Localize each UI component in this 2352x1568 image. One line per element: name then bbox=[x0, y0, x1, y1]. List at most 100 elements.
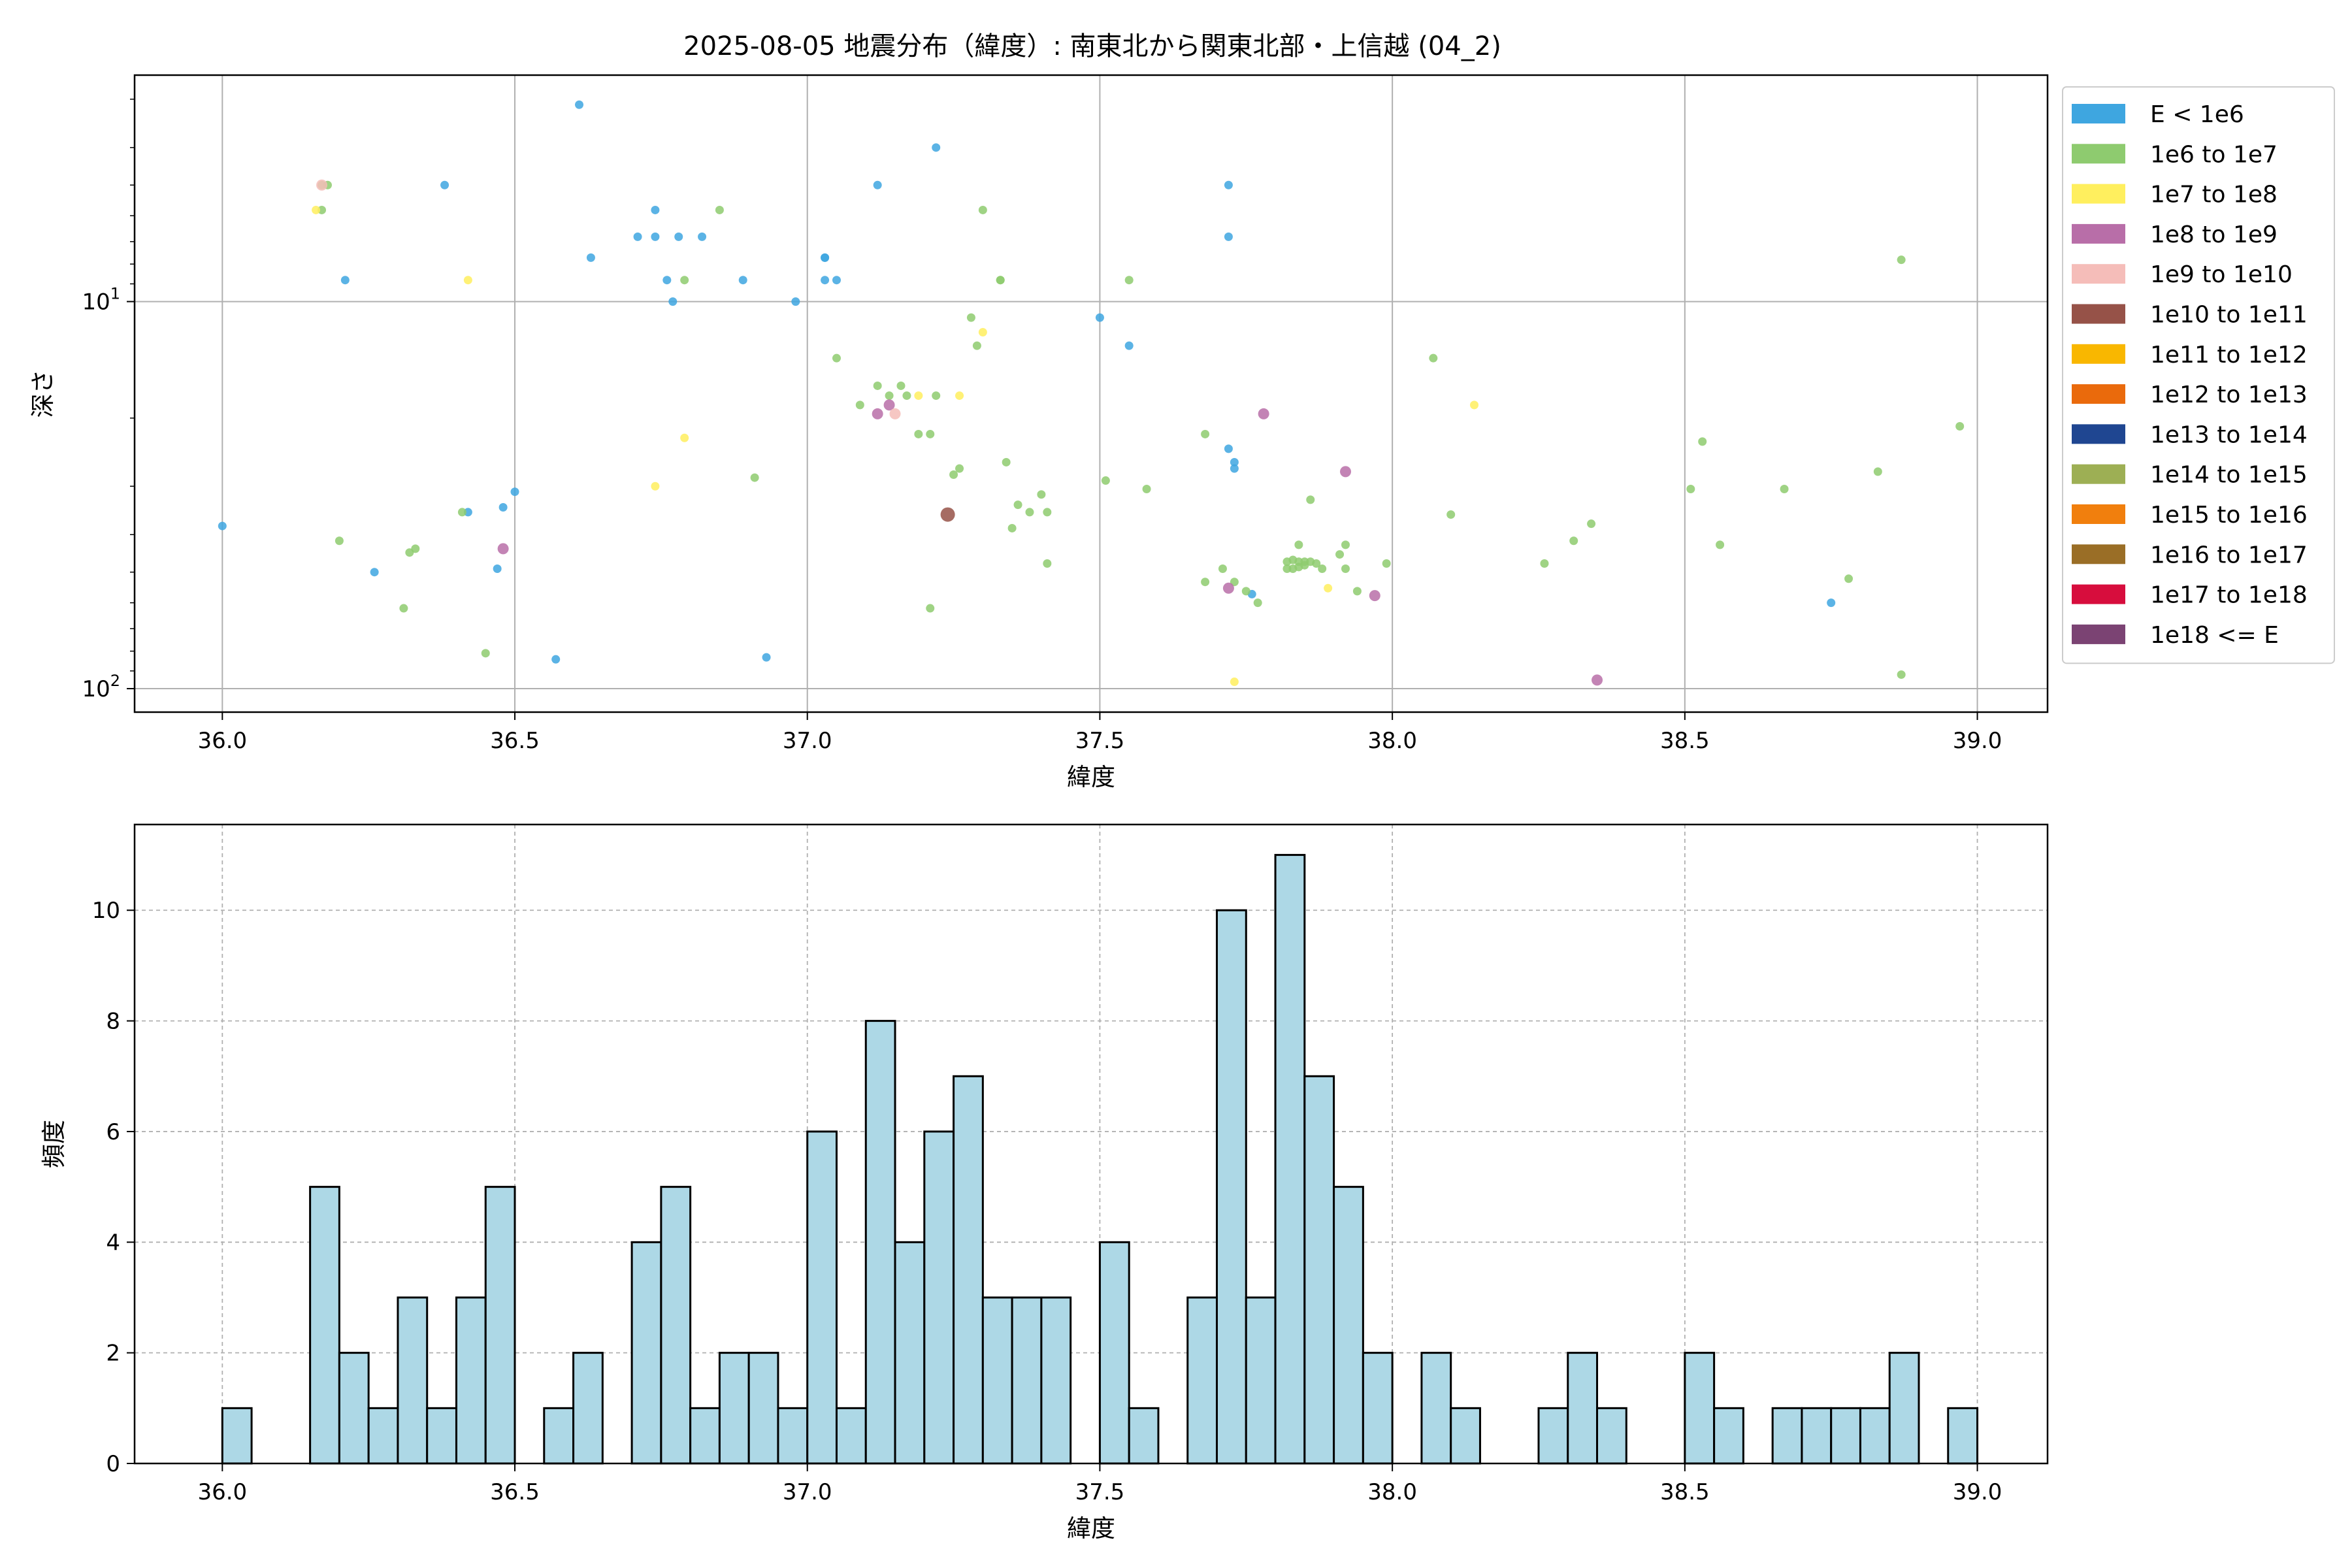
legend-swatch bbox=[2072, 584, 2125, 604]
histogram-x-tick-label: 37.0 bbox=[783, 1479, 832, 1505]
histogram-bar bbox=[1947, 1407, 1979, 1465]
legend-swatch bbox=[2072, 344, 2125, 364]
scatter-point bbox=[1469, 400, 1478, 410]
scatter-point bbox=[316, 179, 328, 191]
legend-frame bbox=[2062, 86, 2335, 664]
legend-label: 1e18 <= E bbox=[2150, 622, 2279, 649]
scatter-point bbox=[1369, 590, 1380, 602]
scatter-point bbox=[651, 482, 660, 491]
legend-label: 1e6 to 1e7 bbox=[2150, 141, 2278, 168]
scatter-point bbox=[1306, 495, 1315, 504]
scatter-point bbox=[370, 568, 379, 577]
scatter-point bbox=[978, 205, 987, 214]
scatter-point bbox=[914, 391, 923, 400]
scatter-point bbox=[832, 353, 841, 363]
histogram-x-tick-label: 38.5 bbox=[1660, 1479, 1710, 1505]
scatter-x-tick-label: 38.5 bbox=[1660, 728, 1710, 754]
scatter-point bbox=[926, 604, 935, 613]
scatter-point bbox=[651, 205, 660, 214]
legend-swatch bbox=[2072, 504, 2125, 524]
scatter-point bbox=[1716, 540, 1725, 549]
scatter-point bbox=[1897, 670, 1906, 679]
scatter-grid bbox=[135, 75, 2048, 712]
scatter-point bbox=[1429, 353, 1438, 363]
scatter-point bbox=[1352, 587, 1362, 596]
histogram-bar bbox=[1274, 854, 1306, 1465]
scatter-point bbox=[1230, 678, 1239, 687]
legend-swatch bbox=[2072, 424, 2125, 444]
legend-swatch bbox=[2072, 184, 2125, 204]
histogram-bar bbox=[1040, 1296, 1072, 1465]
histogram-bar bbox=[1830, 1407, 1861, 1465]
legend-label: 1e13 to 1e14 bbox=[2150, 421, 2308, 448]
histogram-y-axis-label: 頻度 bbox=[40, 1120, 68, 1168]
histogram-y-tick-label: 2 bbox=[106, 1341, 120, 1367]
histogram-bar bbox=[1420, 1352, 1452, 1465]
scatter-point bbox=[1592, 674, 1603, 686]
histogram-bar bbox=[953, 1075, 984, 1465]
histogram-bar bbox=[484, 1186, 516, 1465]
scatter-point bbox=[715, 205, 724, 214]
legend-label: 1e16 to 1e17 bbox=[2150, 542, 2308, 568]
histogram-bar bbox=[923, 1130, 955, 1465]
histogram-bar bbox=[660, 1186, 692, 1465]
histogram-bar bbox=[543, 1407, 575, 1465]
histogram-bar bbox=[1303, 1075, 1335, 1465]
scatter-point bbox=[1300, 561, 1309, 570]
scatter-point bbox=[1827, 598, 1836, 608]
legend-swatch bbox=[2072, 304, 2125, 324]
scatter-point bbox=[318, 205, 327, 214]
legend-swatch bbox=[2072, 223, 2125, 244]
histogram-bar bbox=[1801, 1407, 1833, 1465]
histogram-bar bbox=[1186, 1296, 1218, 1465]
histogram-bar bbox=[1450, 1407, 1481, 1465]
scatter-point bbox=[1025, 508, 1034, 517]
histogram-bar bbox=[747, 1352, 779, 1465]
histogram-y-tick-label: 10 bbox=[92, 898, 120, 924]
histogram-bar bbox=[1537, 1407, 1569, 1465]
histogram-bar bbox=[572, 1352, 604, 1465]
scatter-point bbox=[883, 399, 895, 411]
scatter-axes-frame bbox=[133, 74, 2049, 713]
scatter-point bbox=[510, 487, 519, 497]
scatter-point bbox=[1037, 490, 1046, 499]
legend-label: E < 1e6 bbox=[2150, 101, 2244, 128]
histogram-bar bbox=[1098, 1241, 1130, 1465]
scatter-point bbox=[1230, 457, 1239, 466]
histogram-x-axis-label: 緯度 bbox=[1067, 1514, 1115, 1543]
figure-title: 2025-08-05 地震分布（緯度）: 南東北から関東北部・上信越 (04_2… bbox=[683, 31, 1501, 61]
histogram-x-tick-label: 37.5 bbox=[1075, 1479, 1125, 1505]
scatter-point bbox=[821, 276, 830, 285]
scatter-point bbox=[399, 604, 408, 613]
scatter-point bbox=[1241, 587, 1250, 596]
scatter-point bbox=[340, 276, 350, 285]
histogram-bar bbox=[864, 1020, 896, 1465]
scatter-y-axis-label: 深さ bbox=[29, 370, 57, 418]
scatter-point bbox=[1224, 444, 1233, 453]
scatter-point bbox=[738, 276, 747, 285]
scatter-point bbox=[674, 232, 683, 241]
legend-swatch bbox=[2072, 144, 2125, 164]
scatter-point bbox=[586, 253, 595, 262]
legend-entries: E < 1e6 1e6 to 1e7 1e7 to 1e8 1e8 to 1e9 1e9… bbox=[2072, 101, 2308, 649]
scatter-point bbox=[1124, 276, 1134, 285]
scatter-point bbox=[662, 276, 672, 285]
scatter-point bbox=[481, 649, 490, 658]
scatter-point bbox=[1218, 564, 1227, 573]
scatter-point bbox=[872, 408, 883, 419]
legend-swatch bbox=[2072, 624, 2125, 644]
scatter-point bbox=[1897, 255, 1906, 265]
histogram-y-tick-label: 4 bbox=[106, 1230, 120, 1256]
histogram-bar bbox=[397, 1296, 429, 1465]
scatter-point bbox=[463, 276, 472, 285]
scatter-point bbox=[1095, 313, 1104, 322]
scatter-point bbox=[551, 655, 561, 664]
scatter-point bbox=[633, 232, 642, 241]
histogram-bar bbox=[338, 1352, 370, 1465]
legend-label: 1e8 to 1e9 bbox=[2150, 221, 2278, 248]
scatter-point bbox=[1324, 583, 1333, 593]
histogram-y-ticks: 0 2 4 6 8 10 bbox=[92, 898, 135, 1477]
scatter-point bbox=[966, 313, 975, 322]
